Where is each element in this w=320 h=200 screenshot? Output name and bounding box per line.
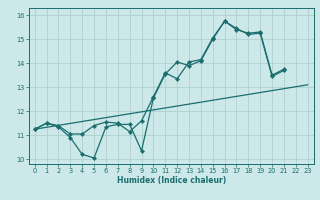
X-axis label: Humidex (Indice chaleur): Humidex (Indice chaleur) bbox=[116, 176, 226, 185]
